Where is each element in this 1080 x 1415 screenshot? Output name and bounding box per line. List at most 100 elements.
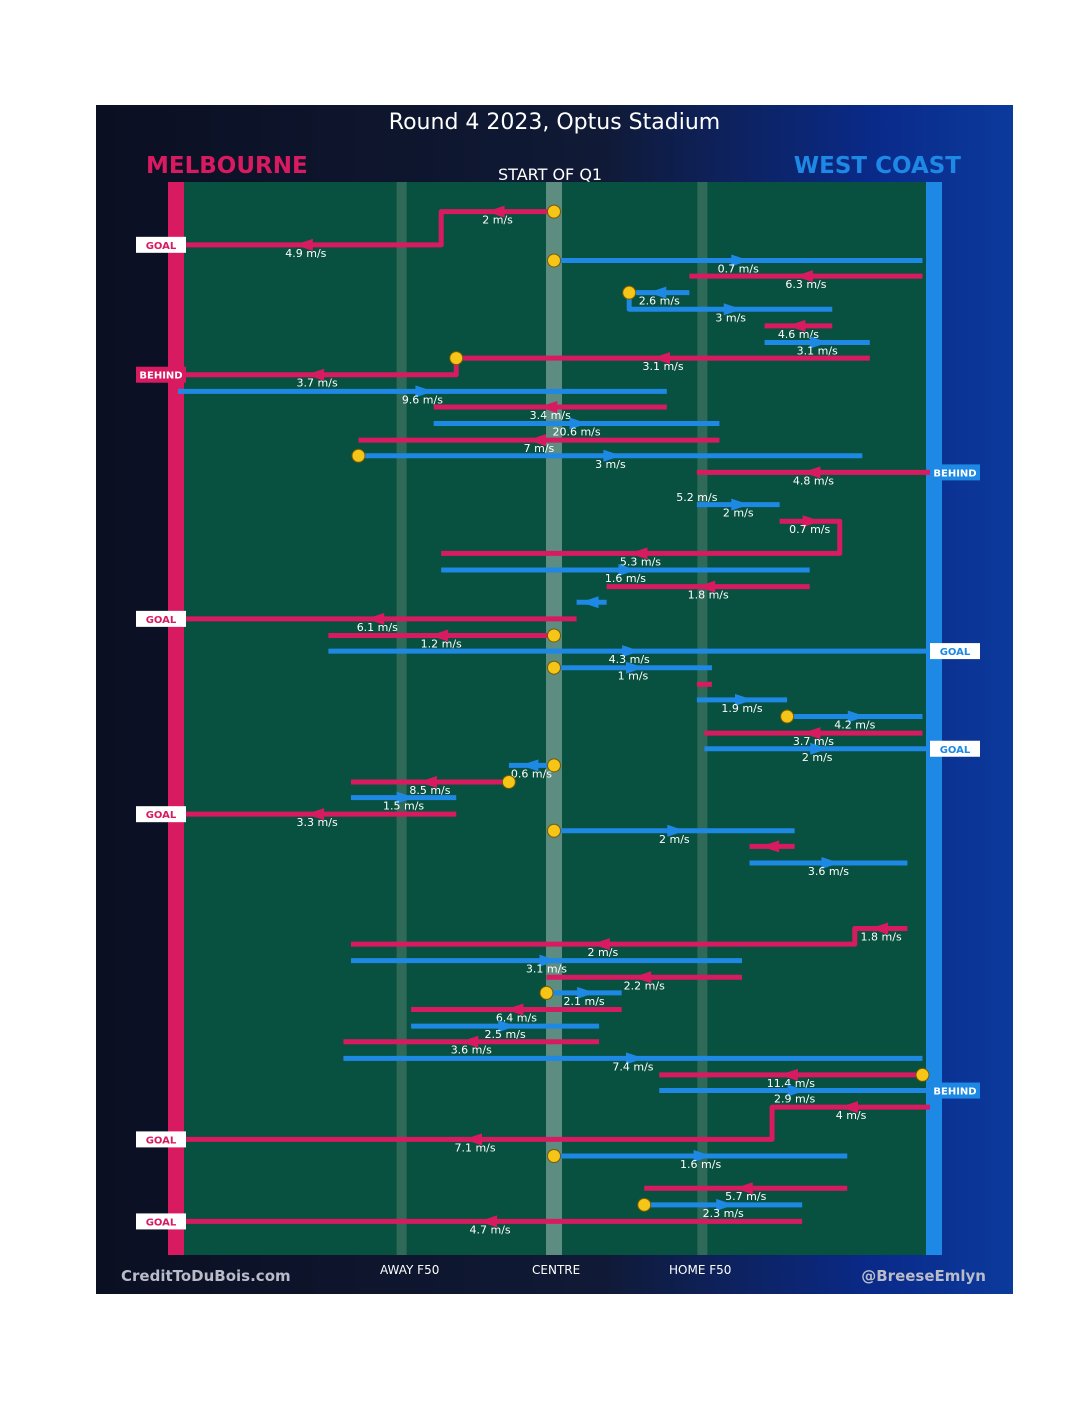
chain-arrow [577,986,596,999]
chain-arrow [693,1149,712,1162]
chain-arrow [306,808,325,821]
speed-label: 2.5 m/s [485,1028,526,1041]
chain-arrow [779,1068,798,1081]
result-tag [136,610,186,627]
speed-label: 6.4 m/s [496,1012,537,1025]
chain-arrow [520,759,539,772]
chain-arrow [294,238,313,251]
speed-label: 4.2 m/s [834,719,875,732]
result-tag [136,1213,186,1230]
stoppage-marker [547,758,561,773]
stoppage-marker [547,1148,561,1163]
chain-arrow [569,417,588,430]
speed-label: 3.4 m/s [530,409,571,422]
chain-arrow [479,1215,498,1228]
chain-arrow [731,498,750,511]
zone-label-away: AWAY F50 [380,1263,440,1277]
chain-arrow [366,612,385,625]
chain-arrow [723,303,742,316]
chain-arrow [486,205,505,218]
chart-frame: Round 4 2023, Optus Stadium MELBOURNE WE… [96,105,1013,1294]
stoppage-marker [547,253,561,268]
speed-label: 2 m/s [802,751,833,764]
chain-arrow [802,515,821,528]
chain-arrow [794,270,813,283]
speed-label: 1.2 m/s [421,637,462,650]
result-tag [930,1082,980,1099]
start-label: START OF Q1 [498,165,603,184]
chain-arrow [870,922,889,935]
stoppage-marker [449,351,464,366]
chain-chart: 2 m/s 4.9 m/s 0.7 m/s 6.3 m/s 2.6 m/s 3 m/s 4.… [136,182,980,1255]
stoppage-marker [351,448,366,463]
speed-label: 1.8 m/s [861,930,902,943]
result-label: GOAL [146,241,177,252]
melbourne-goal-bar [168,182,184,1255]
speed-label: 2.9 m/s [774,1093,815,1106]
chain-arrow [625,1052,644,1065]
chain-arrow [505,1003,524,1016]
speed-label: 2 m/s [723,507,754,520]
stoppage-marker [637,1197,652,1212]
result-label: GOAL [146,1135,177,1146]
speed-label: 7.4 m/s [612,1060,653,1073]
result-label: BEHIND [139,371,182,382]
speed-label: 2 m/s [659,833,690,846]
result-tag [136,1131,186,1148]
chain-arrow [847,710,866,723]
away-f50-stripe [396,182,407,1255]
stoppage-marker [539,985,554,1000]
speed-label: 1.6 m/s [680,1158,721,1171]
speed-label: 3.1 m/s [642,360,683,373]
speed-label: 2 m/s [482,214,513,227]
result-tag [930,464,980,481]
home-f50-stripe [697,182,708,1255]
result-label: GOAL [940,745,971,756]
speed-label: 4.6 m/s [778,328,819,341]
stoppage-marker [547,204,561,219]
speed-label: 4.9 m/s [285,247,326,260]
result-label: GOAL [146,615,177,626]
speed-label: 11.4 m/s [767,1077,815,1090]
result-label: BEHIND [933,468,976,479]
speed-label: 5.2 m/s [676,491,717,504]
chain-arrow [591,938,610,951]
speed-label: 0.6 m/s [511,767,552,780]
centre-stripe [546,182,562,1255]
speed-label: 20.6 m/s [552,426,600,439]
speed-label: 9.6 m/s [402,393,443,406]
chain-arrow [667,824,686,837]
stoppage-marker [547,660,561,675]
chain-arrow [810,742,829,755]
result-label: GOAL [146,1217,177,1228]
stoppage-marker [622,285,637,300]
chain-arrow [840,1101,859,1114]
chart-title: Round 4 2023, Optus Stadium [388,110,721,135]
result-label: GOAL [940,647,971,658]
speed-label: 0.7 m/s [789,523,830,536]
chain-arrow [580,596,599,609]
stoppage-marker [501,774,516,789]
result-tag [930,740,980,757]
chain-arrow [418,775,437,788]
speed-label: 1 m/s [618,670,649,683]
chain-arrow [802,466,821,479]
speed-label: 3.7 m/s [297,377,338,390]
zone-label-home: HOME F50 [669,1263,732,1277]
chain-arrow [622,645,641,658]
speed-label: 3 m/s [715,311,746,324]
team-label-west-coast: WEST COAST [793,153,961,179]
chain-arrow [625,661,644,674]
chain-arrow [527,434,546,447]
speed-label: 5.3 m/s [620,555,661,568]
chain-arrow [430,629,449,642]
speed-label: 2.2 m/s [624,979,665,992]
speed-label: 3.3 m/s [297,816,338,829]
speed-label: 2.6 m/s [639,295,680,308]
speed-label: 6.3 m/s [785,278,826,291]
chain-arrow [648,286,667,299]
chain-arrow [734,1182,753,1195]
result-label: GOAL [146,810,177,821]
chain-arrow [306,368,325,381]
speed-label: 2 m/s [588,946,619,959]
